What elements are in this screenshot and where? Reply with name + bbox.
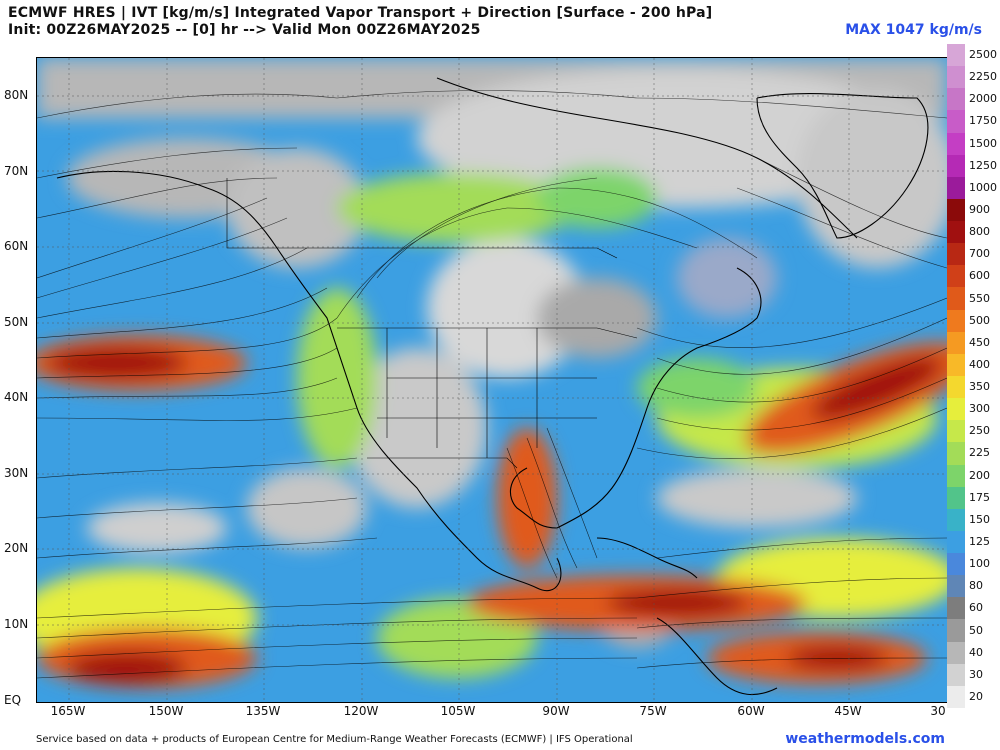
colorbar-segment bbox=[947, 641, 965, 665]
colorbar-segment bbox=[947, 398, 965, 421]
colorbar-segment bbox=[947, 530, 965, 554]
lon-label-60w: 60W bbox=[737, 704, 765, 718]
map-title: ECMWF HRES | IVT [kg/m/s] Integrated Vap… bbox=[8, 5, 713, 21]
lon-label-105w: 105W bbox=[440, 704, 476, 718]
colorbar-segment bbox=[947, 442, 965, 466]
graticule bbox=[37, 58, 947, 702]
colorbar-label: 1000 bbox=[969, 180, 997, 194]
political-boundaries bbox=[226, 178, 638, 469]
colorbar-label: 300 bbox=[969, 402, 990, 416]
colorbar-label: 400 bbox=[969, 357, 990, 371]
ivt-map-graphic bbox=[37, 58, 947, 702]
colorbar-label: 50 bbox=[969, 623, 983, 637]
colorbar-segment bbox=[947, 44, 965, 67]
colorbar-label: 225 bbox=[969, 446, 990, 460]
max-value-label: MAX 1047 kg/m/s bbox=[845, 22, 982, 38]
lon-label-135w: 135W bbox=[245, 704, 281, 718]
lat-label-70n: 70N bbox=[4, 164, 29, 178]
colorbar-label: 150 bbox=[969, 512, 990, 526]
ivt-map bbox=[36, 57, 948, 703]
colorbar-label: 550 bbox=[969, 291, 990, 305]
colorbar-label: 900 bbox=[969, 203, 990, 216]
lon-label-30: 30 bbox=[930, 704, 946, 718]
colorbar-label: 30 bbox=[969, 667, 983, 681]
colorbar-segment bbox=[947, 176, 965, 200]
colorbar-segment bbox=[947, 553, 965, 576]
source-attribution: Service based on data + products of Euro… bbox=[36, 734, 633, 745]
colorbar-label: 2500 bbox=[969, 48, 997, 62]
colorbar-segment bbox=[947, 132, 965, 156]
lat-label-eq: EQ bbox=[4, 693, 22, 707]
colorbar-label: 600 bbox=[969, 269, 990, 283]
colorbar-label: 60 bbox=[969, 601, 983, 615]
colorbar-segment bbox=[947, 508, 965, 532]
colorbar-segment bbox=[947, 265, 965, 288]
colorbar-segment bbox=[947, 198, 965, 222]
colorbar-segment bbox=[947, 464, 965, 488]
lon-label-150w: 150W bbox=[148, 704, 184, 718]
colorbar-segment bbox=[947, 685, 965, 709]
colorbar-segment bbox=[947, 154, 965, 178]
coastlines bbox=[56, 77, 929, 696]
colorbar-segment bbox=[947, 287, 965, 311]
colorbar-segment bbox=[947, 575, 965, 598]
map-subtitle: Init: 00Z26MAY2025 -- [0] hr --> Valid M… bbox=[8, 22, 481, 38]
colorbar-label: 500 bbox=[969, 313, 990, 327]
colorbar-label: 20 bbox=[969, 689, 983, 703]
colorbar-segment bbox=[947, 619, 965, 643]
colorbar-segment bbox=[947, 331, 965, 355]
lon-label-120w: 120W bbox=[343, 704, 379, 718]
colorbar-label: 800 bbox=[969, 225, 990, 239]
colorbar-label: 1750 bbox=[969, 114, 997, 128]
colorbar-label: 200 bbox=[969, 468, 990, 482]
colorbar-label: 700 bbox=[969, 247, 990, 261]
colorbar-segment bbox=[947, 243, 965, 266]
colorbar-segment bbox=[947, 88, 965, 111]
lat-label-80n: 80N bbox=[4, 88, 29, 102]
colorbar-segment bbox=[947, 110, 965, 134]
lon-label-45w: 45W bbox=[834, 704, 862, 718]
colorbar-segment bbox=[947, 420, 965, 443]
ivt-colorbar bbox=[947, 44, 965, 709]
lat-label-50n: 50N bbox=[4, 315, 29, 329]
colorbar-label: 450 bbox=[969, 335, 990, 349]
lat-label-30n: 30N bbox=[4, 466, 29, 480]
colorbar-segment bbox=[947, 376, 965, 399]
colorbar-label: 100 bbox=[969, 557, 990, 571]
colorbar-segment bbox=[947, 221, 965, 244]
lon-label-90w: 90W bbox=[542, 704, 570, 718]
colorbar-segment bbox=[947, 597, 965, 620]
colorbar-segment bbox=[947, 486, 965, 510]
colorbar-label: 175 bbox=[969, 490, 990, 504]
colorbar-label: 80 bbox=[969, 579, 983, 593]
colorbar-label: 250 bbox=[969, 424, 990, 438]
lat-label-40n: 40N bbox=[4, 390, 29, 404]
lat-label-60n: 60N bbox=[4, 239, 29, 253]
lon-label-165w: 165W bbox=[50, 704, 86, 718]
colorbar-label: 40 bbox=[969, 645, 983, 659]
colorbar-label: 2250 bbox=[969, 70, 997, 84]
website-link[interactable]: weathermodels.com bbox=[785, 731, 945, 747]
colorbar-label: 350 bbox=[969, 380, 990, 394]
colorbar-label: 2000 bbox=[969, 92, 997, 106]
colorbar-segment bbox=[947, 309, 965, 333]
colorbar-label: 1250 bbox=[969, 158, 997, 172]
ivt-direction-streamlines bbox=[37, 90, 947, 679]
lat-label-10n: 10N bbox=[4, 617, 29, 631]
colorbar-segment bbox=[947, 663, 965, 687]
colorbar-segment bbox=[947, 66, 965, 89]
ivt-shading bbox=[37, 58, 947, 688]
colorbar-label: 125 bbox=[969, 535, 990, 548]
lat-label-20n: 20N bbox=[4, 541, 29, 555]
lon-label-75w: 75W bbox=[639, 704, 667, 718]
colorbar-segment bbox=[947, 353, 965, 377]
colorbar-label: 1500 bbox=[969, 136, 997, 150]
